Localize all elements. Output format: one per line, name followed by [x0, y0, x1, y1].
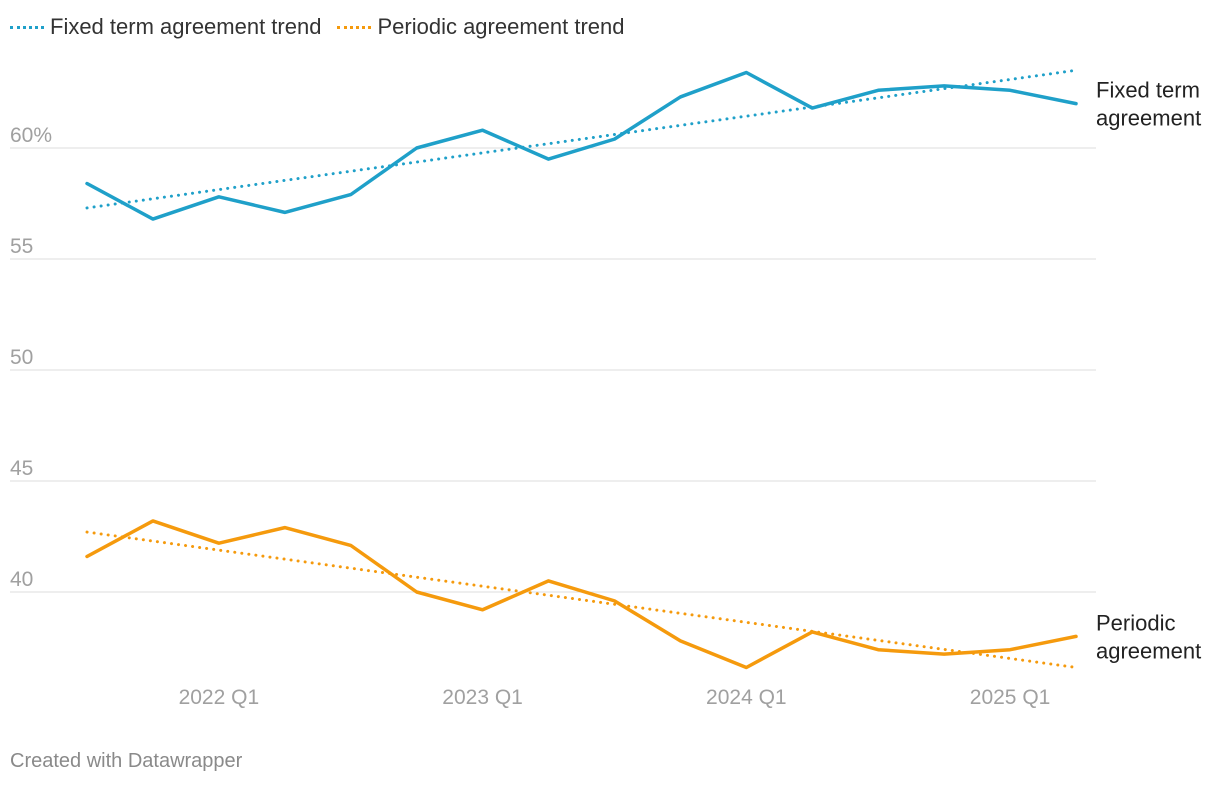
trend-line-fixed — [85, 68, 1078, 210]
y-tick-label: 55 — [10, 235, 33, 258]
x-tick-label: 2022 Q1 — [179, 686, 260, 709]
y-tick-label: 50 — [10, 346, 33, 369]
y-tick-label: 60% — [10, 124, 52, 147]
series-line-periodic — [85, 519, 1078, 670]
trend-line-periodic — [85, 530, 1078, 669]
legend-swatch-fixed-trend — [10, 25, 44, 29]
y-tick-label: 45 — [10, 457, 33, 480]
series-label-periodic: agreement — [1096, 638, 1201, 663]
legend: Fixed term agreement trend Periodic agre… — [10, 14, 625, 40]
x-tick-label: 2024 Q1 — [706, 686, 787, 709]
legend-label-periodic-trend: Periodic agreement trend — [377, 14, 625, 39]
legend-item-periodic-trend: Periodic agreement trend — [337, 14, 625, 40]
x-tick-label: 2025 Q1 — [970, 686, 1051, 709]
series-label-periodic: Periodic — [1096, 610, 1175, 635]
series-label-fixed: agreement — [1096, 106, 1201, 131]
y-tick-label: 40 — [10, 568, 33, 591]
footer-credit: Created with Datawrapper — [10, 750, 243, 772]
legend-label-fixed-trend: Fixed term agreement trend — [50, 14, 322, 39]
legend-swatch-periodic-trend — [337, 25, 372, 29]
legend-item-fixed-trend: Fixed term agreement trend — [10, 14, 321, 40]
x-tick-label: 2023 Q1 — [442, 686, 523, 709]
series-label-fixed: Fixed term — [1096, 78, 1200, 103]
series-line-fixed — [85, 70, 1078, 221]
